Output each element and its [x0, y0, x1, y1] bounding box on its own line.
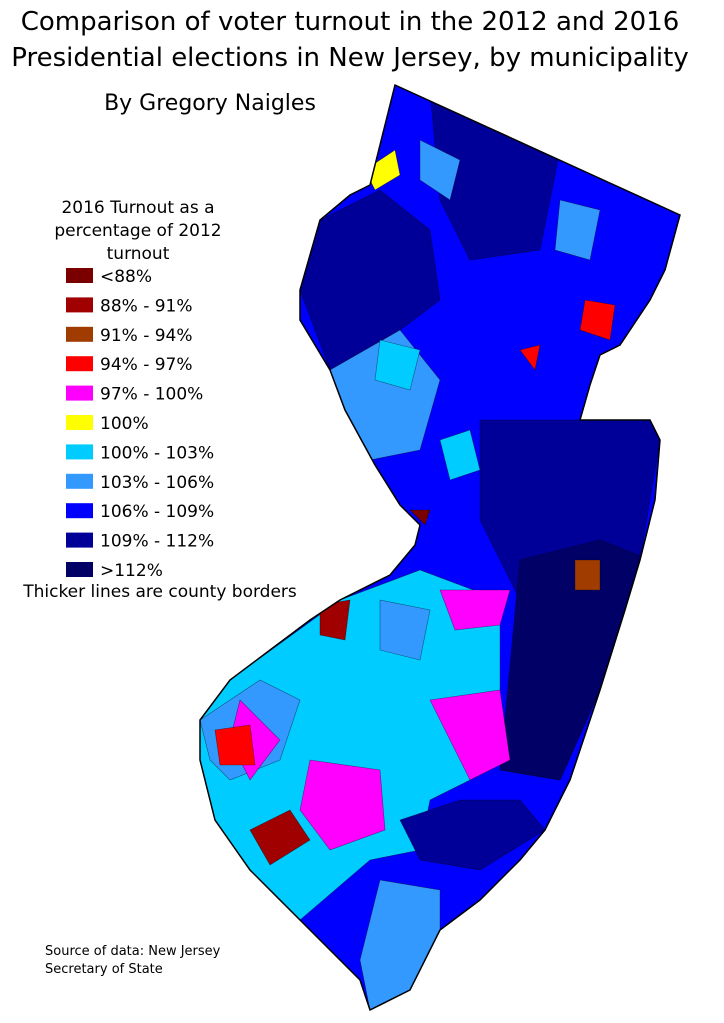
note: Thicker lines are county borders [22, 582, 297, 602]
region [299, 759, 386, 851]
legend-label: 88% - 91% [100, 296, 193, 316]
legend-swatch [66, 444, 93, 460]
legend-swatch [66, 415, 93, 430]
legend-swatch [66, 326, 93, 342]
legend-swatch [66, 503, 93, 519]
region [419, 139, 461, 201]
region [249, 809, 311, 866]
legend-swatch [66, 562, 93, 577]
legend-label: 106% - 109% [100, 502, 214, 522]
legend-swatch [66, 268, 93, 283]
region [439, 589, 511, 631]
region [439, 429, 481, 481]
region [579, 299, 616, 341]
legend-label: 103% - 106% [100, 473, 214, 493]
region [519, 344, 541, 371]
legend: <88% 88% - 91% 91% - 94% 94% - 97% 97% - 100… [66, 267, 214, 581]
map [200, 85, 680, 1010]
state-border [199, 83, 681, 1012]
legend-swatch [66, 473, 93, 489]
legend-label: 91% - 94% [100, 326, 193, 346]
region [429, 689, 511, 781]
legend-swatch [66, 532, 93, 548]
region [364, 149, 401, 191]
legend-label: 100% [100, 414, 149, 434]
legend-label: <88% [100, 267, 152, 287]
region [574, 559, 601, 591]
legend-label: >112% [100, 561, 163, 581]
source: Source of data: New Jersey [45, 944, 221, 959]
legend-label: 97% - 100% [100, 385, 203, 405]
legend-label: 100% - 103% [100, 443, 214, 463]
title-line: Presidential elections in New Jersey, by… [11, 43, 688, 73]
region [374, 339, 421, 391]
legend-label: 109% - 112% [100, 532, 214, 552]
legend-swatch [66, 356, 93, 372]
author: By Gregory Naigles [104, 91, 316, 116]
region [214, 724, 256, 766]
region [379, 599, 431, 661]
legend-title: turnout [107, 244, 170, 264]
region [409, 509, 431, 526]
region [554, 199, 601, 261]
legend-swatch [66, 385, 93, 401]
legend-title: percentage of 2012 [54, 221, 221, 241]
title-line: Comparison of voter turnout in the 2012 … [21, 7, 680, 37]
legend-title: 2016 Turnout as a [61, 198, 214, 218]
source: Secretary of State [45, 962, 163, 977]
legend-label: 94% - 97% [100, 355, 193, 375]
legend-swatch [66, 297, 93, 313]
region [319, 599, 351, 641]
